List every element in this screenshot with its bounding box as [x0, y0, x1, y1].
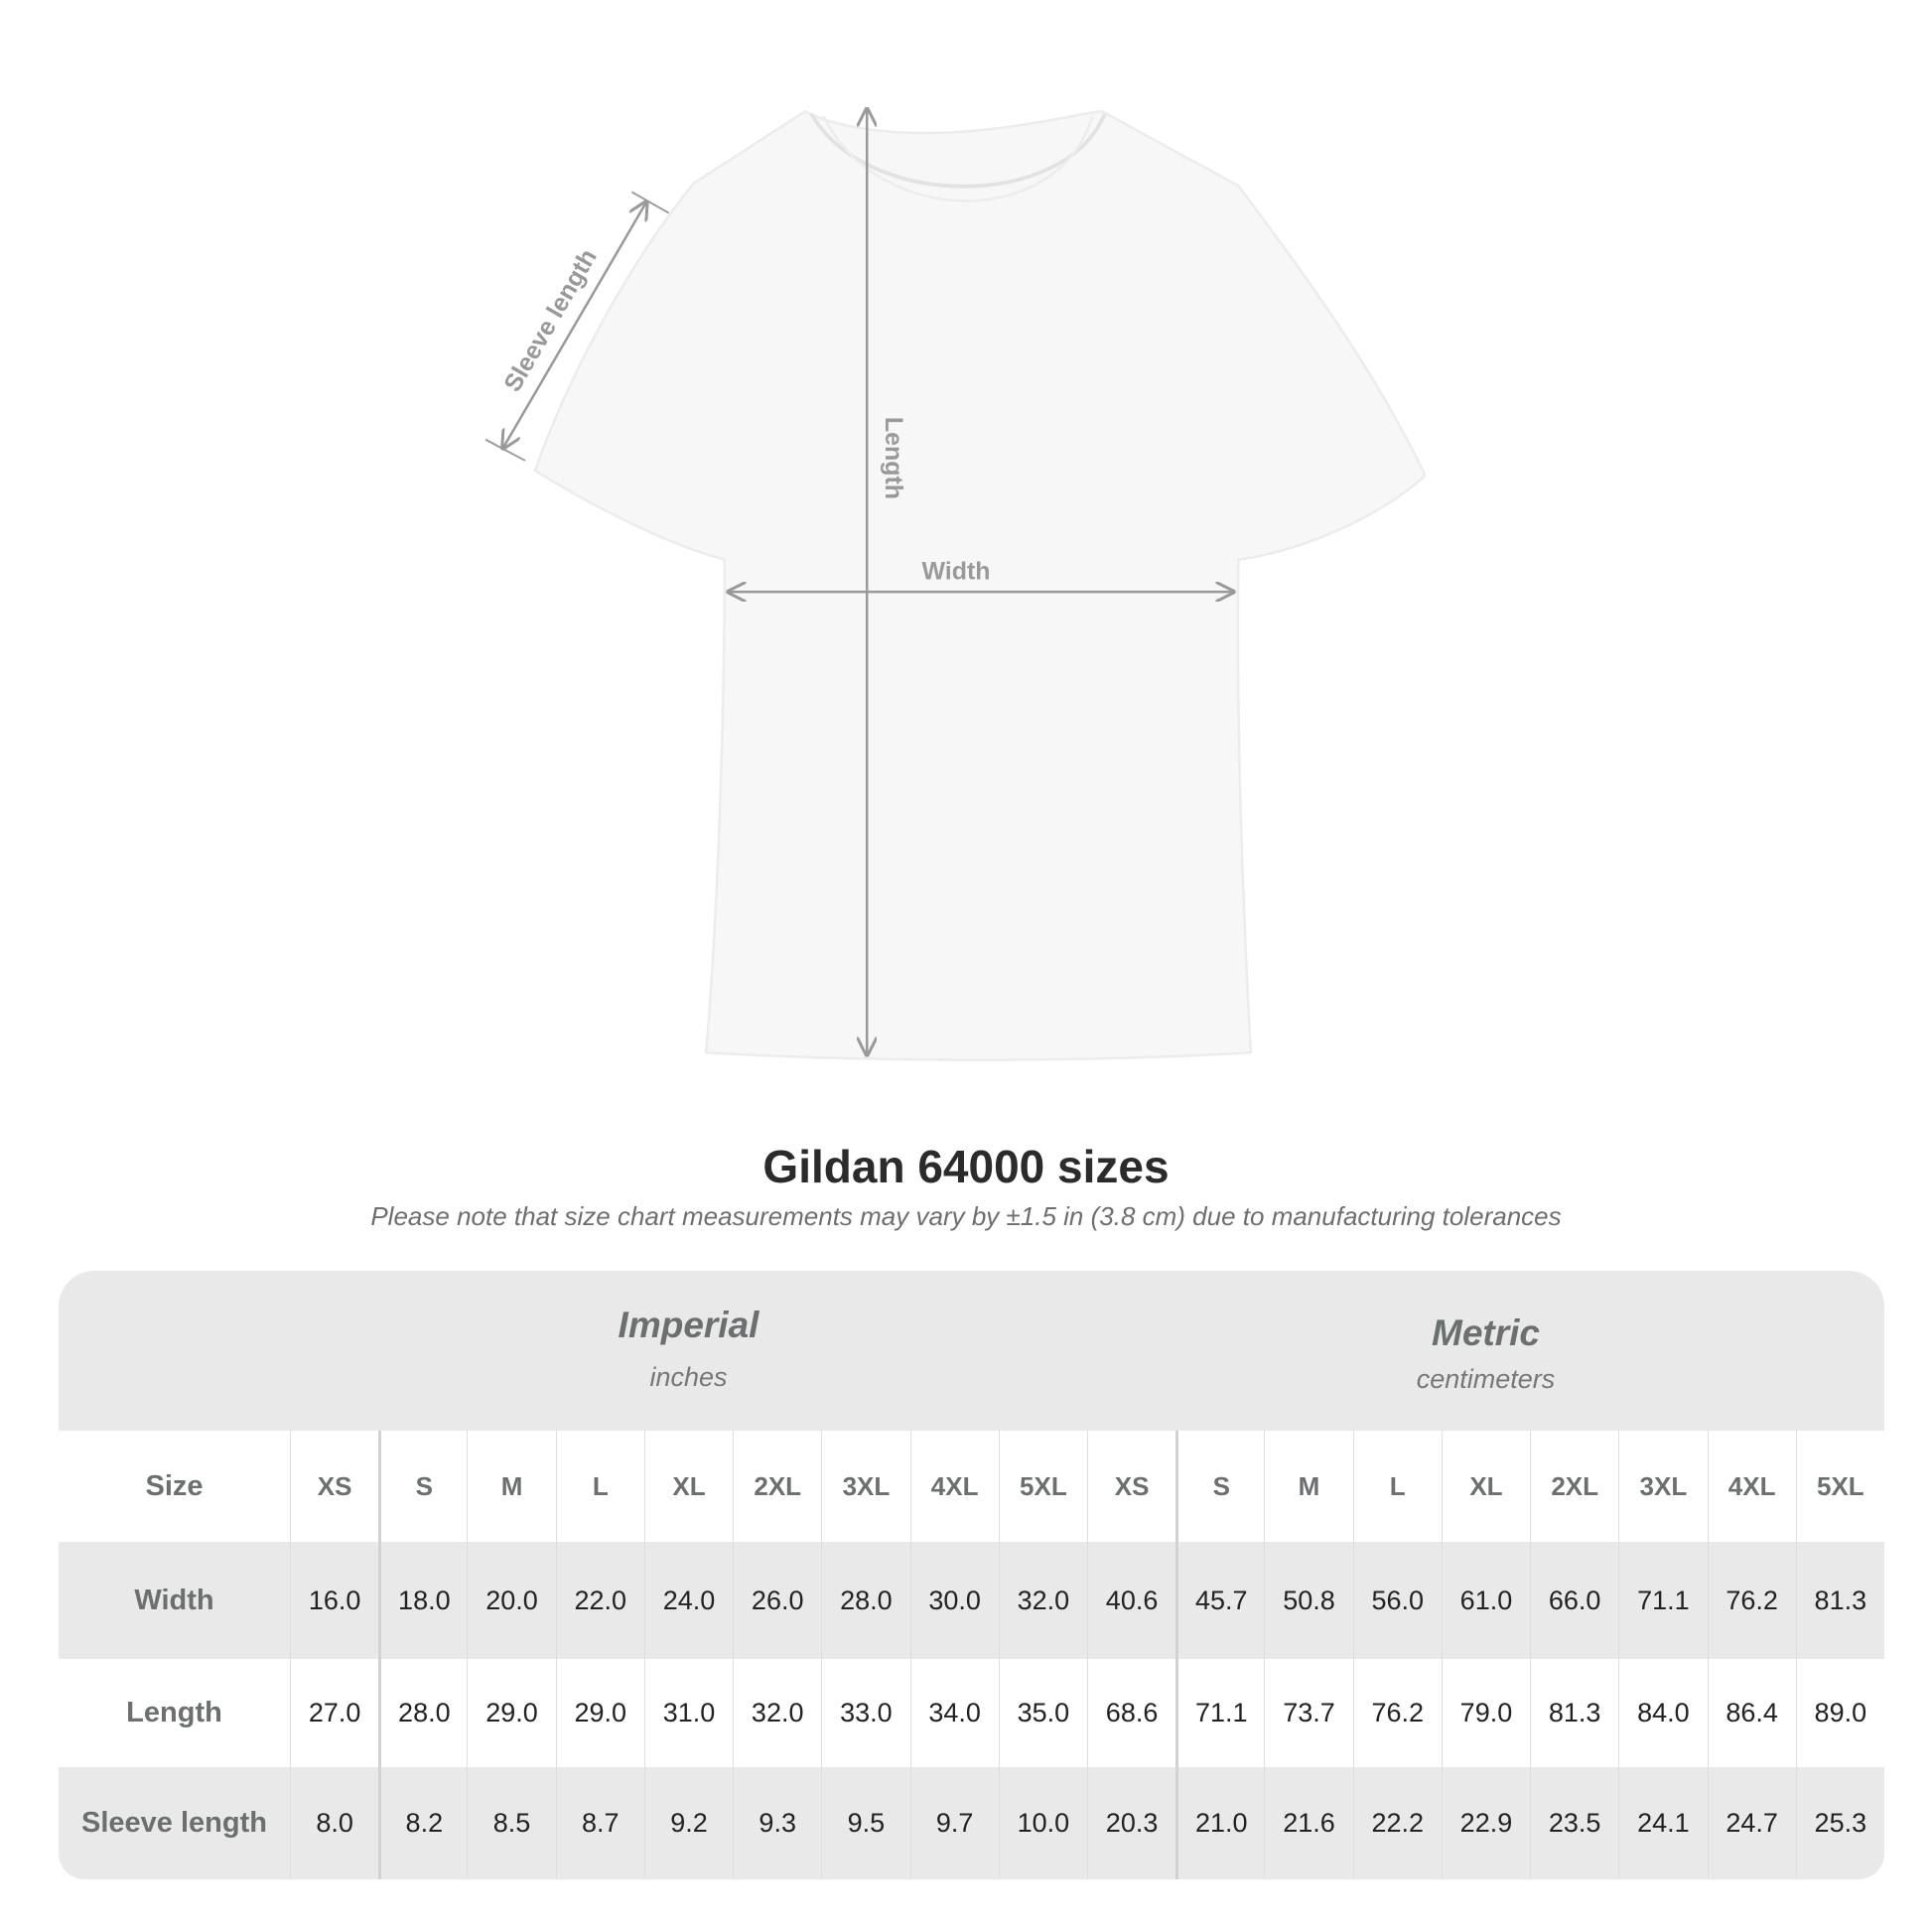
table-cell: 76.2 — [1707, 1542, 1796, 1659]
table-cell: 22.9 — [1441, 1767, 1530, 1879]
table-cell: 71.1 — [1618, 1542, 1707, 1659]
table-cell: 20.3 — [1086, 1767, 1175, 1879]
table-cell: 28.0 — [821, 1542, 909, 1659]
imperial-unit: inches — [649, 1362, 728, 1392]
table-cell: 21.0 — [1175, 1767, 1264, 1879]
table-cell: 71.1 — [1175, 1659, 1264, 1767]
row-label: Sleeve length — [81, 1807, 267, 1839]
size-header-cell: M — [467, 1431, 555, 1542]
table-cell: 73.7 — [1264, 1659, 1352, 1767]
table-cell: 84.0 — [1618, 1659, 1707, 1767]
length-label: Length — [880, 417, 907, 499]
table-cell: 29.0 — [555, 1659, 644, 1767]
metric-unit: centimeters — [1416, 1364, 1556, 1394]
table-cell: 9.5 — [821, 1767, 909, 1879]
size-header-cell: 3XL — [1618, 1431, 1707, 1542]
table-row-length: Length 27.0 28.0 29.0 29.0 31.0 32.0 33.0 34.0 35… — [59, 1659, 1884, 1767]
sleeve-arrow — [503, 202, 647, 448]
size-header-cell: S — [1175, 1431, 1264, 1542]
table-cell: 33.0 — [821, 1659, 909, 1767]
size-header-cell: XL — [643, 1431, 733, 1542]
table-cell: 24.7 — [1707, 1767, 1796, 1879]
size-header-cell: 2XL — [1530, 1431, 1618, 1542]
table-cell: 22.0 — [555, 1542, 644, 1659]
table-cell: 56.0 — [1352, 1542, 1442, 1659]
size-header-cell: XS — [290, 1431, 378, 1542]
table-cell: 50.8 — [1264, 1542, 1352, 1659]
table-cell: 81.3 — [1530, 1659, 1618, 1767]
table-cell: 9.3 — [733, 1767, 821, 1879]
metric-header: Metric centimeters — [1087, 1312, 1884, 1395]
table-cell: 16.0 — [290, 1542, 378, 1659]
table-cell: 89.0 — [1795, 1659, 1884, 1767]
table-cell: 25.3 — [1795, 1767, 1884, 1879]
table-cell: 8.2 — [378, 1767, 467, 1879]
size-header-cell: 2XL — [733, 1431, 821, 1542]
size-table: Imperial inches Metric centimeters Size X… — [59, 1271, 1884, 1879]
table-cell: 8.5 — [467, 1767, 555, 1879]
table-cell: 23.5 — [1530, 1767, 1618, 1879]
size-header-cell: 3XL — [821, 1431, 909, 1542]
table-cell: 30.0 — [909, 1542, 999, 1659]
table-cell: 21.6 — [1264, 1767, 1352, 1879]
table-cell: 81.3 — [1795, 1542, 1884, 1659]
table-cell: 9.2 — [643, 1767, 733, 1879]
row-label: Length — [126, 1697, 222, 1728]
page-title: Gildan 64000 sizes — [762, 1141, 1170, 1192]
table-cell: 32.0 — [733, 1659, 821, 1767]
size-header-cell: XS — [1086, 1431, 1175, 1542]
imperial-header: Imperial inches — [290, 1305, 1087, 1393]
size-header-cell: 5XL — [998, 1431, 1087, 1542]
table-cell: 26.0 — [733, 1542, 821, 1659]
tshirt-measurement-diagram: Sleeve length Length Width — [484, 0, 1426, 1061]
table-cell: 76.2 — [1352, 1659, 1442, 1767]
table-cell: 32.0 — [998, 1542, 1087, 1659]
table-header-band — [59, 1271, 1884, 1431]
table-cell: 66.0 — [1530, 1542, 1618, 1659]
table-cell: 79.0 — [1441, 1659, 1530, 1767]
size-header-cell: L — [1352, 1431, 1442, 1542]
size-header-cell: L — [555, 1431, 644, 1542]
table-cell: 28.0 — [378, 1659, 467, 1767]
size-header-cell: 4XL — [909, 1431, 999, 1542]
row-label: Width — [134, 1584, 214, 1616]
size-header-cell: 4XL — [1707, 1431, 1796, 1542]
table-cell: 24.0 — [643, 1542, 733, 1659]
table-cell: 10.0 — [998, 1767, 1087, 1879]
table-cell: 35.0 — [998, 1659, 1087, 1767]
metric-title: Metric — [1432, 1312, 1540, 1353]
table-cell: 86.4 — [1707, 1659, 1796, 1767]
table-cell: 29.0 — [467, 1659, 555, 1767]
table-cell: 68.6 — [1086, 1659, 1175, 1767]
table-row-width: Width 16.0 18.0 20.0 22.0 24.0 26.0 28.0 30.0 32.… — [59, 1542, 1884, 1659]
table-cell: 27.0 — [290, 1659, 378, 1767]
table-cell: 8.7 — [555, 1767, 644, 1879]
imperial-title: Imperial — [618, 1305, 759, 1345]
table-cell: 20.0 — [467, 1542, 555, 1659]
width-label: Width — [922, 558, 991, 586]
size-header-cell: M — [1264, 1431, 1352, 1542]
table-cell: 45.7 — [1175, 1542, 1264, 1659]
size-header-cell: XL — [1441, 1431, 1530, 1542]
table-cell: 34.0 — [909, 1659, 999, 1767]
tshirt-shape — [533, 109, 1426, 1061]
table-cell: 40.6 — [1086, 1542, 1175, 1659]
table-cell: 31.0 — [643, 1659, 733, 1767]
tshirt-collar — [809, 112, 1107, 189]
table-row-sleeve-length: Sleeve length 8.0 8.2 8.5 8.7 9.2 9.3 9.5 9.7 10.… — [59, 1767, 1884, 1879]
size-header-cell: 5XL — [1795, 1431, 1884, 1542]
table-cell: 24.1 — [1618, 1767, 1707, 1879]
tolerance-note: Please note that size chart measurements… — [370, 1201, 1562, 1231]
table-cell: 18.0 — [378, 1542, 467, 1659]
table-cell: 22.2 — [1352, 1767, 1442, 1879]
table-cell: 61.0 — [1441, 1542, 1530, 1659]
table-cell: 9.7 — [909, 1767, 999, 1879]
size-header-cell: S — [378, 1431, 467, 1542]
table-cell: 8.0 — [290, 1767, 378, 1879]
size-label: Size — [145, 1469, 204, 1502]
size-header-row: Size XS S M L XL 2XL 3XL 4XL 5XL XS S M L XL 2XL 3XL 4XL 5… — [59, 1431, 1884, 1542]
